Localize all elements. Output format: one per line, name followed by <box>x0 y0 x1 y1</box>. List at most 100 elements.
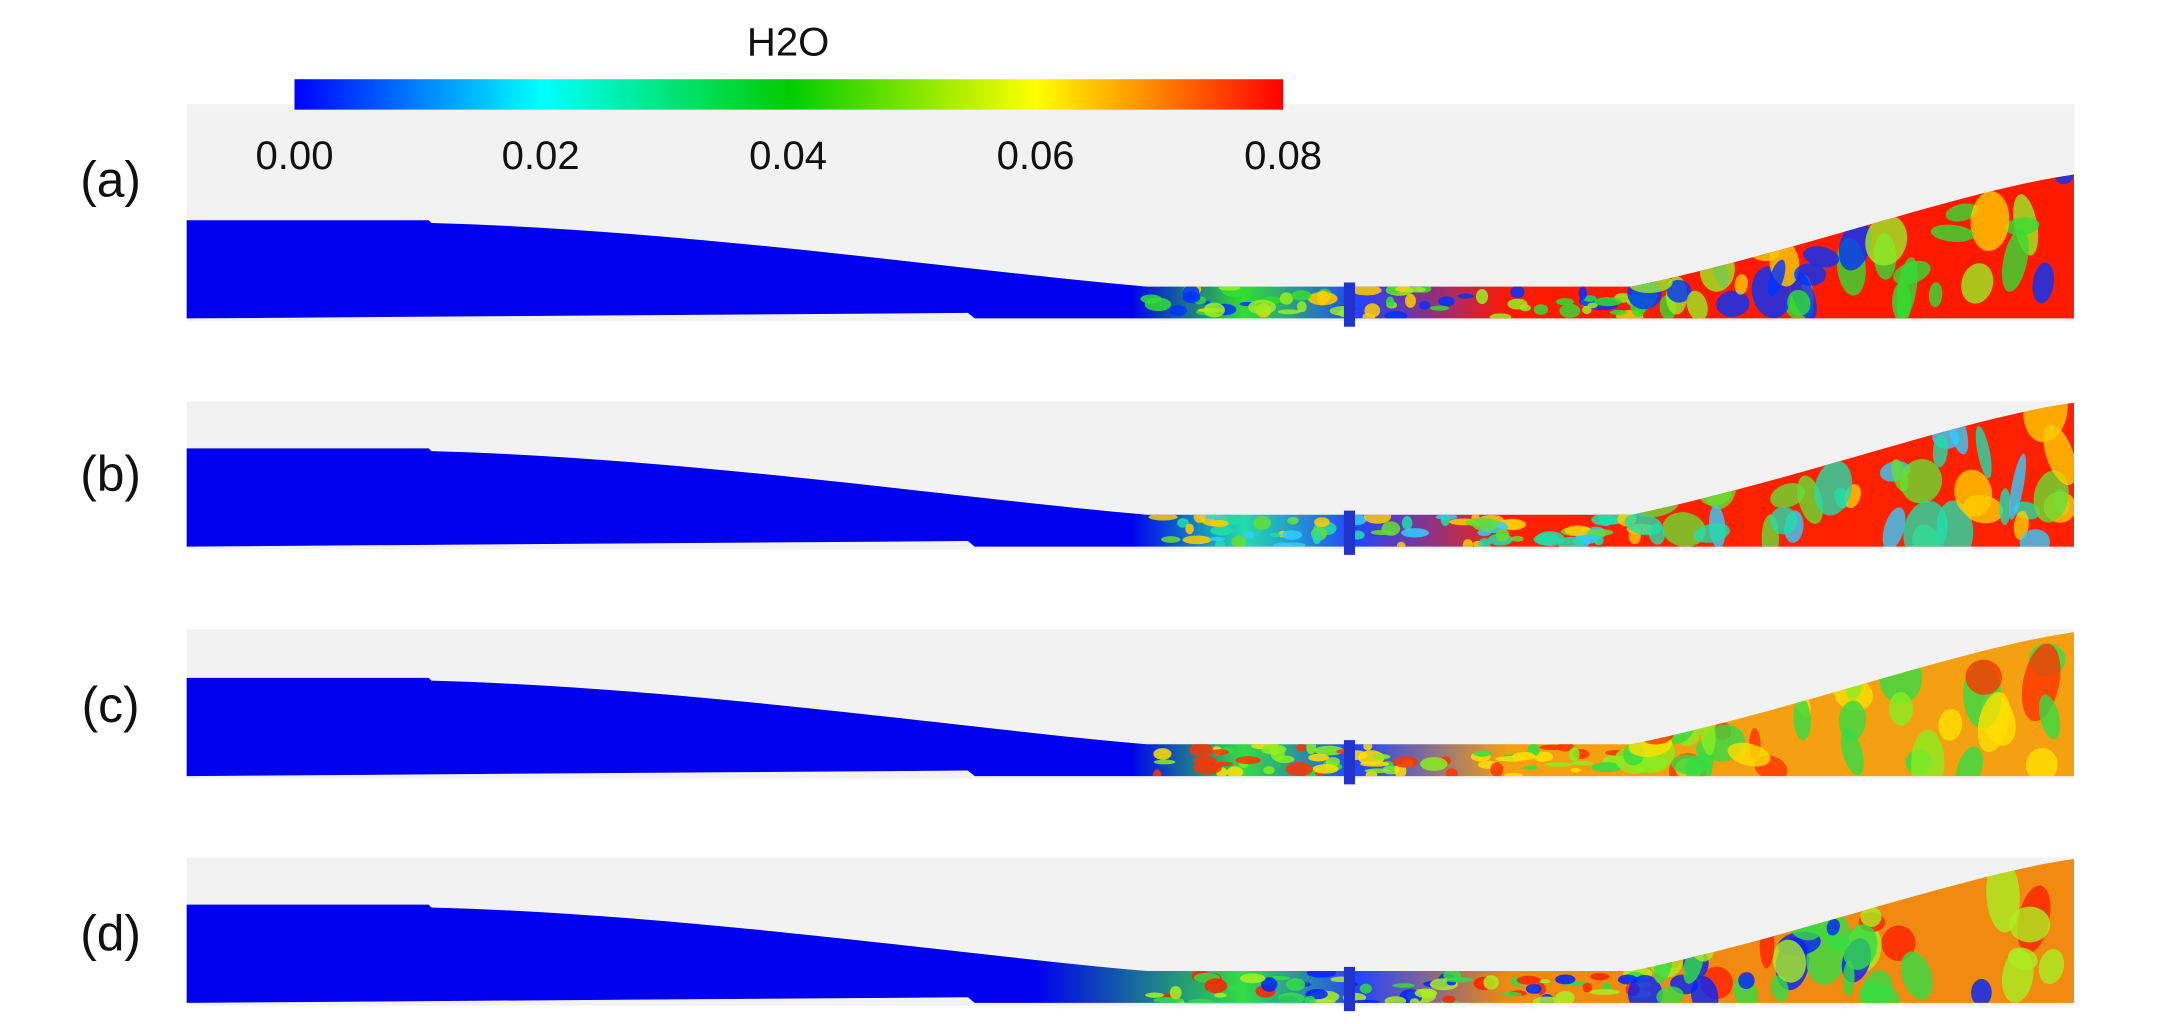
mixing-eddy <box>1900 951 1933 1000</box>
mixing-eddy <box>1478 538 1491 547</box>
mixing-eddy <box>1414 988 1438 998</box>
mixing-eddy <box>1738 972 1755 990</box>
mixing-eddy <box>2013 510 2029 540</box>
mixing-eddy <box>2009 906 2051 943</box>
mixing-eddy <box>1235 756 1261 765</box>
mixing-eddy <box>1214 992 1227 998</box>
mixing-eddy <box>1803 246 1840 268</box>
mixing-eddy <box>1666 279 1692 303</box>
mixing-eddy <box>1986 859 2020 933</box>
mixing-eddy <box>1860 906 1882 927</box>
mixing-eddy <box>1313 745 1345 756</box>
mixing-eddy <box>1865 215 1908 266</box>
mixing-eddy <box>1168 305 1187 316</box>
mixing-eddy <box>1590 972 1610 981</box>
mixing-eddy <box>1161 536 1181 543</box>
mixing-eddy <box>1314 517 1330 528</box>
mixing-eddy <box>1593 535 1604 546</box>
panel-label-a: (a) <box>80 152 141 208</box>
mixing-eddy <box>1185 523 1194 535</box>
mixing-eddy <box>2019 529 2050 547</box>
mixing-eddy <box>1955 746 1983 777</box>
fuel-injector <box>1343 740 1355 785</box>
mixing-eddy <box>1767 259 1786 297</box>
mixing-eddy <box>1861 970 1893 1003</box>
mixing-eddy <box>1770 506 1798 535</box>
mixing-eddy <box>1385 296 1395 308</box>
mixing-eddy <box>1591 513 1616 526</box>
colorbar-tick: 0.04 <box>749 134 827 178</box>
mixing-eddy <box>1182 291 1201 304</box>
mixing-eddy <box>1538 979 1551 984</box>
mixing-eddy <box>1296 301 1307 313</box>
mixing-eddy <box>1892 282 1912 319</box>
mixing-eddy <box>1507 298 1528 310</box>
mixing-eddy <box>1842 960 1855 997</box>
mixing-eddy <box>1903 500 1948 547</box>
mixing-eddy <box>1364 303 1381 318</box>
mixing-eddy <box>1350 999 1380 1003</box>
mixing-eddy <box>1971 978 1992 1003</box>
mixing-eddy <box>1609 309 1628 315</box>
mixing-eddy <box>1215 539 1226 547</box>
mixing-eddy <box>1248 299 1276 315</box>
mixing-eddy <box>1239 973 1266 984</box>
colorbar-tick: 0.02 <box>502 134 580 178</box>
mixing-eddy <box>1148 513 1178 521</box>
mixing-eddy <box>1210 525 1234 536</box>
mixing-eddy <box>2001 949 2034 1003</box>
mixing-eddy <box>1533 304 1549 315</box>
mixing-eddy <box>1153 748 1172 760</box>
mixing-eddy <box>1312 530 1322 545</box>
mixing-eddy <box>1226 766 1244 777</box>
mixing-eddy <box>1285 762 1314 776</box>
mixing-eddy <box>1396 541 1406 547</box>
mixing-eddy <box>1893 260 1931 285</box>
mixing-eddy <box>1438 296 1455 307</box>
mixing-eddy <box>1392 756 1418 768</box>
mixing-eddy <box>1308 753 1330 762</box>
panel-label-d: (d) <box>80 905 141 961</box>
mixing-eddy <box>2032 262 2055 304</box>
mixing-eddy <box>1555 974 1576 985</box>
mixing-eddy <box>1409 998 1420 1003</box>
fuel-injector <box>1343 510 1355 555</box>
mixing-eddy <box>1277 992 1305 1003</box>
mixing-eddy <box>1429 305 1450 311</box>
mixing-eddy <box>1504 772 1523 777</box>
mixing-eddy <box>2005 217 2040 236</box>
mixing-eddy <box>1489 313 1512 319</box>
mixing-eddy <box>1911 729 1945 777</box>
mixing-eddy <box>1401 516 1413 530</box>
mixing-eddy <box>1691 976 1719 1003</box>
mixing-eddy <box>2038 948 2065 985</box>
mixing-eddy <box>1686 290 1708 319</box>
mixing-eddy <box>1209 536 1226 542</box>
mixing-eddy <box>1253 516 1271 530</box>
mixing-eddy <box>1281 530 1303 540</box>
mixing-eddy <box>1787 289 1811 317</box>
mixing-eddy <box>1384 996 1407 1003</box>
contour-panels <box>186 104 2074 1012</box>
mixing-eddy <box>1572 760 1594 766</box>
colorbar-title: H2O <box>747 21 829 65</box>
mixing-eddy <box>1325 756 1340 767</box>
mixing-eddy <box>1794 263 1827 286</box>
mixing-eddy <box>1204 978 1228 994</box>
mixing-eddy <box>1544 762 1574 767</box>
mixing-eddy <box>1734 274 1748 295</box>
mixing-eddy <box>1975 426 1992 479</box>
colorbar-tick: 0.08 <box>1244 134 1322 178</box>
mixing-eddy <box>1472 517 1499 532</box>
mixing-eddy <box>1218 285 1241 291</box>
mixing-eddy <box>1930 224 1975 242</box>
mixing-eddy <box>1263 766 1275 775</box>
mixing-eddy <box>1462 539 1474 547</box>
mixing-eddy <box>1445 977 1474 983</box>
mixing-eddy <box>1814 460 1853 516</box>
mixing-eddy <box>2009 453 2027 520</box>
mixing-eddy <box>1483 975 1499 990</box>
mixing-eddy <box>1961 263 1994 304</box>
mixing-eddy <box>1881 925 1916 961</box>
